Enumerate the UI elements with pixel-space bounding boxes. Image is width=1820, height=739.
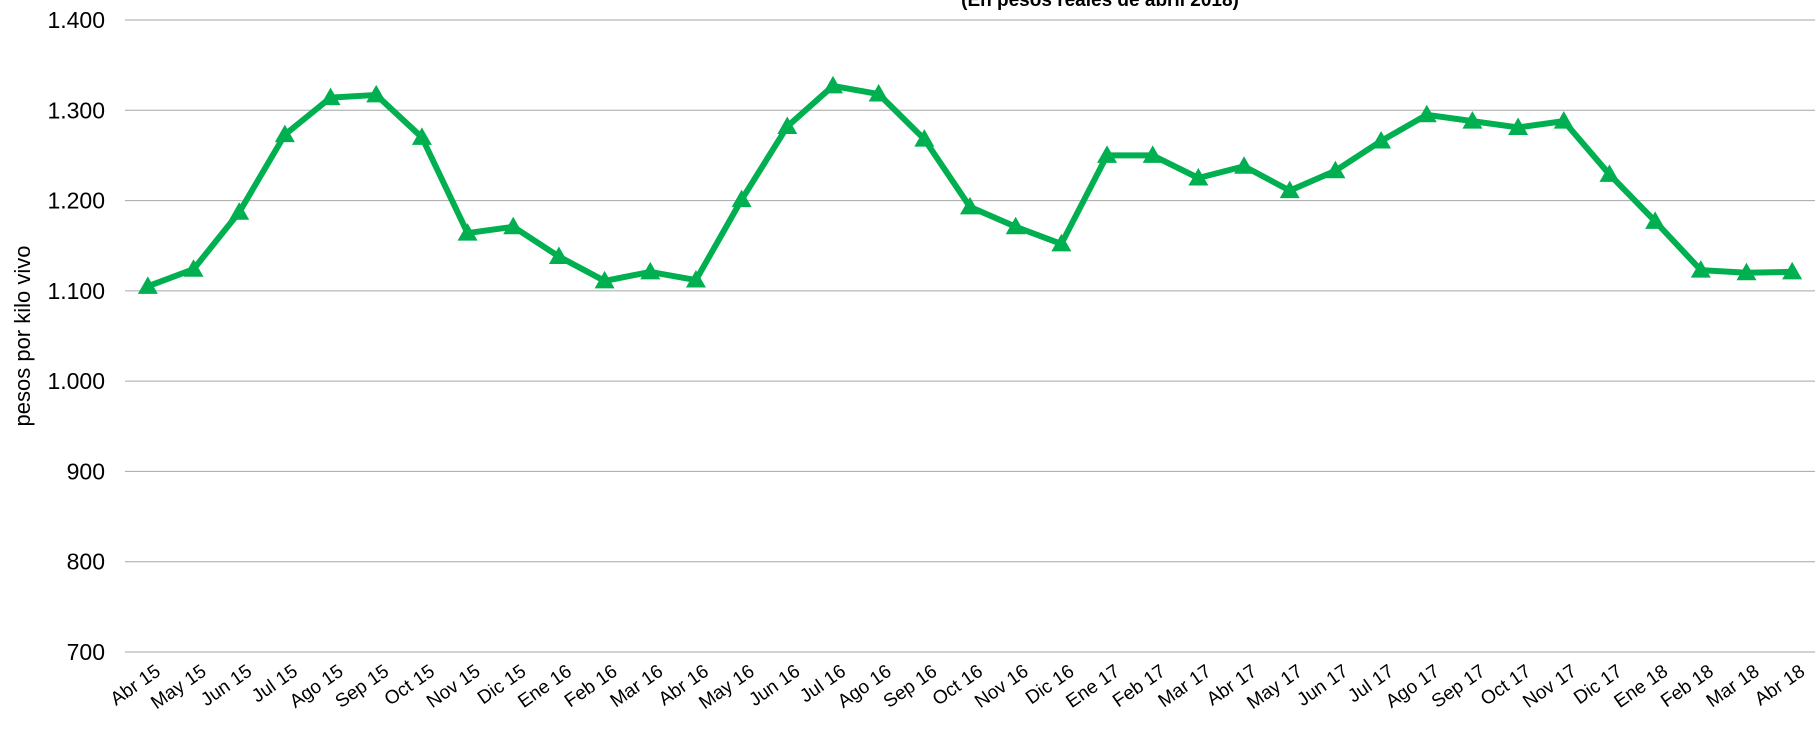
- data-marker: [503, 216, 524, 235]
- y-axis-label: pesos por kilo vivo: [10, 246, 35, 427]
- data-marker: [137, 276, 158, 294]
- x-tick-label: Mar 17: [1155, 661, 1215, 712]
- data-marker: [960, 196, 980, 215]
- y-tick-label: 900: [67, 458, 105, 484]
- x-tick-label: Jun 16: [745, 661, 804, 711]
- data-marker: [1371, 130, 1392, 149]
- x-tick-label: Mar 16: [607, 661, 667, 712]
- data-marker: [1599, 164, 1620, 182]
- x-tick-label: Jun 15: [197, 661, 256, 711]
- data-marker: [1462, 111, 1483, 129]
- x-tick-label: Ene 16: [514, 661, 575, 713]
- x-tick-label: Jun 17: [1293, 661, 1352, 711]
- data-marker: [777, 116, 798, 135]
- y-tick-label: 1.000: [47, 368, 105, 394]
- data-marker: [594, 270, 615, 289]
- data-marker: [731, 189, 752, 208]
- x-tick-label: Ene 18: [1611, 661, 1672, 713]
- data-marker: [274, 124, 295, 143]
- x-tick-label: Sep 15: [332, 661, 393, 713]
- data-marker: [411, 127, 432, 145]
- y-tick-label: 1.400: [47, 7, 105, 33]
- data-marker: [1553, 111, 1574, 129]
- chart-title: (En pesos reales de abril 2018): [961, 0, 1239, 11]
- data-marker: [1645, 211, 1666, 229]
- x-tick-label: Nov 15: [423, 661, 484, 713]
- data-marker: [229, 202, 250, 220]
- data-marker: [1736, 262, 1757, 281]
- data-marker: [685, 270, 706, 288]
- data-line: [146, 82, 1793, 290]
- data-marker: [457, 223, 478, 241]
- data-marker: [868, 84, 889, 102]
- x-tick-label: Nov 17: [1519, 661, 1580, 713]
- data-marker: [822, 75, 843, 94]
- y-tick-label: 800: [67, 549, 105, 575]
- y-tick-label: 1.200: [47, 188, 105, 214]
- data-marker: [1690, 260, 1711, 278]
- data-marker: [1051, 233, 1072, 252]
- data-marker: [320, 87, 341, 106]
- data-marker: [1325, 160, 1346, 179]
- data-marker: [640, 261, 661, 280]
- data-marker: [1416, 104, 1437, 123]
- data-marker: [1279, 180, 1300, 199]
- data-marker: [1782, 261, 1803, 280]
- x-tick-label: Nov 16: [971, 661, 1032, 713]
- x-tick-label: Ene 17: [1063, 661, 1124, 713]
- data-marker: [366, 84, 387, 103]
- data-marker: [1097, 145, 1118, 163]
- data-marker: [1142, 145, 1163, 163]
- x-tick-label: Mar 18: [1703, 661, 1763, 712]
- data-marker: [1508, 117, 1529, 135]
- data-marker: [548, 246, 569, 265]
- data-marker: [1234, 156, 1255, 174]
- data-marker: [1005, 216, 1026, 235]
- y-tick-label: 700: [67, 639, 105, 665]
- y-tick-label: 1.300: [47, 97, 105, 123]
- x-tick-label: Sep 16: [880, 661, 941, 713]
- data-marker: [1188, 168, 1209, 186]
- y-tick-label: 1.100: [47, 278, 105, 304]
- x-tick-label: Abr 18: [1751, 661, 1809, 710]
- data-marker: [914, 129, 935, 147]
- data-marker: [183, 259, 204, 277]
- x-tick-label: Sep 17: [1428, 661, 1489, 713]
